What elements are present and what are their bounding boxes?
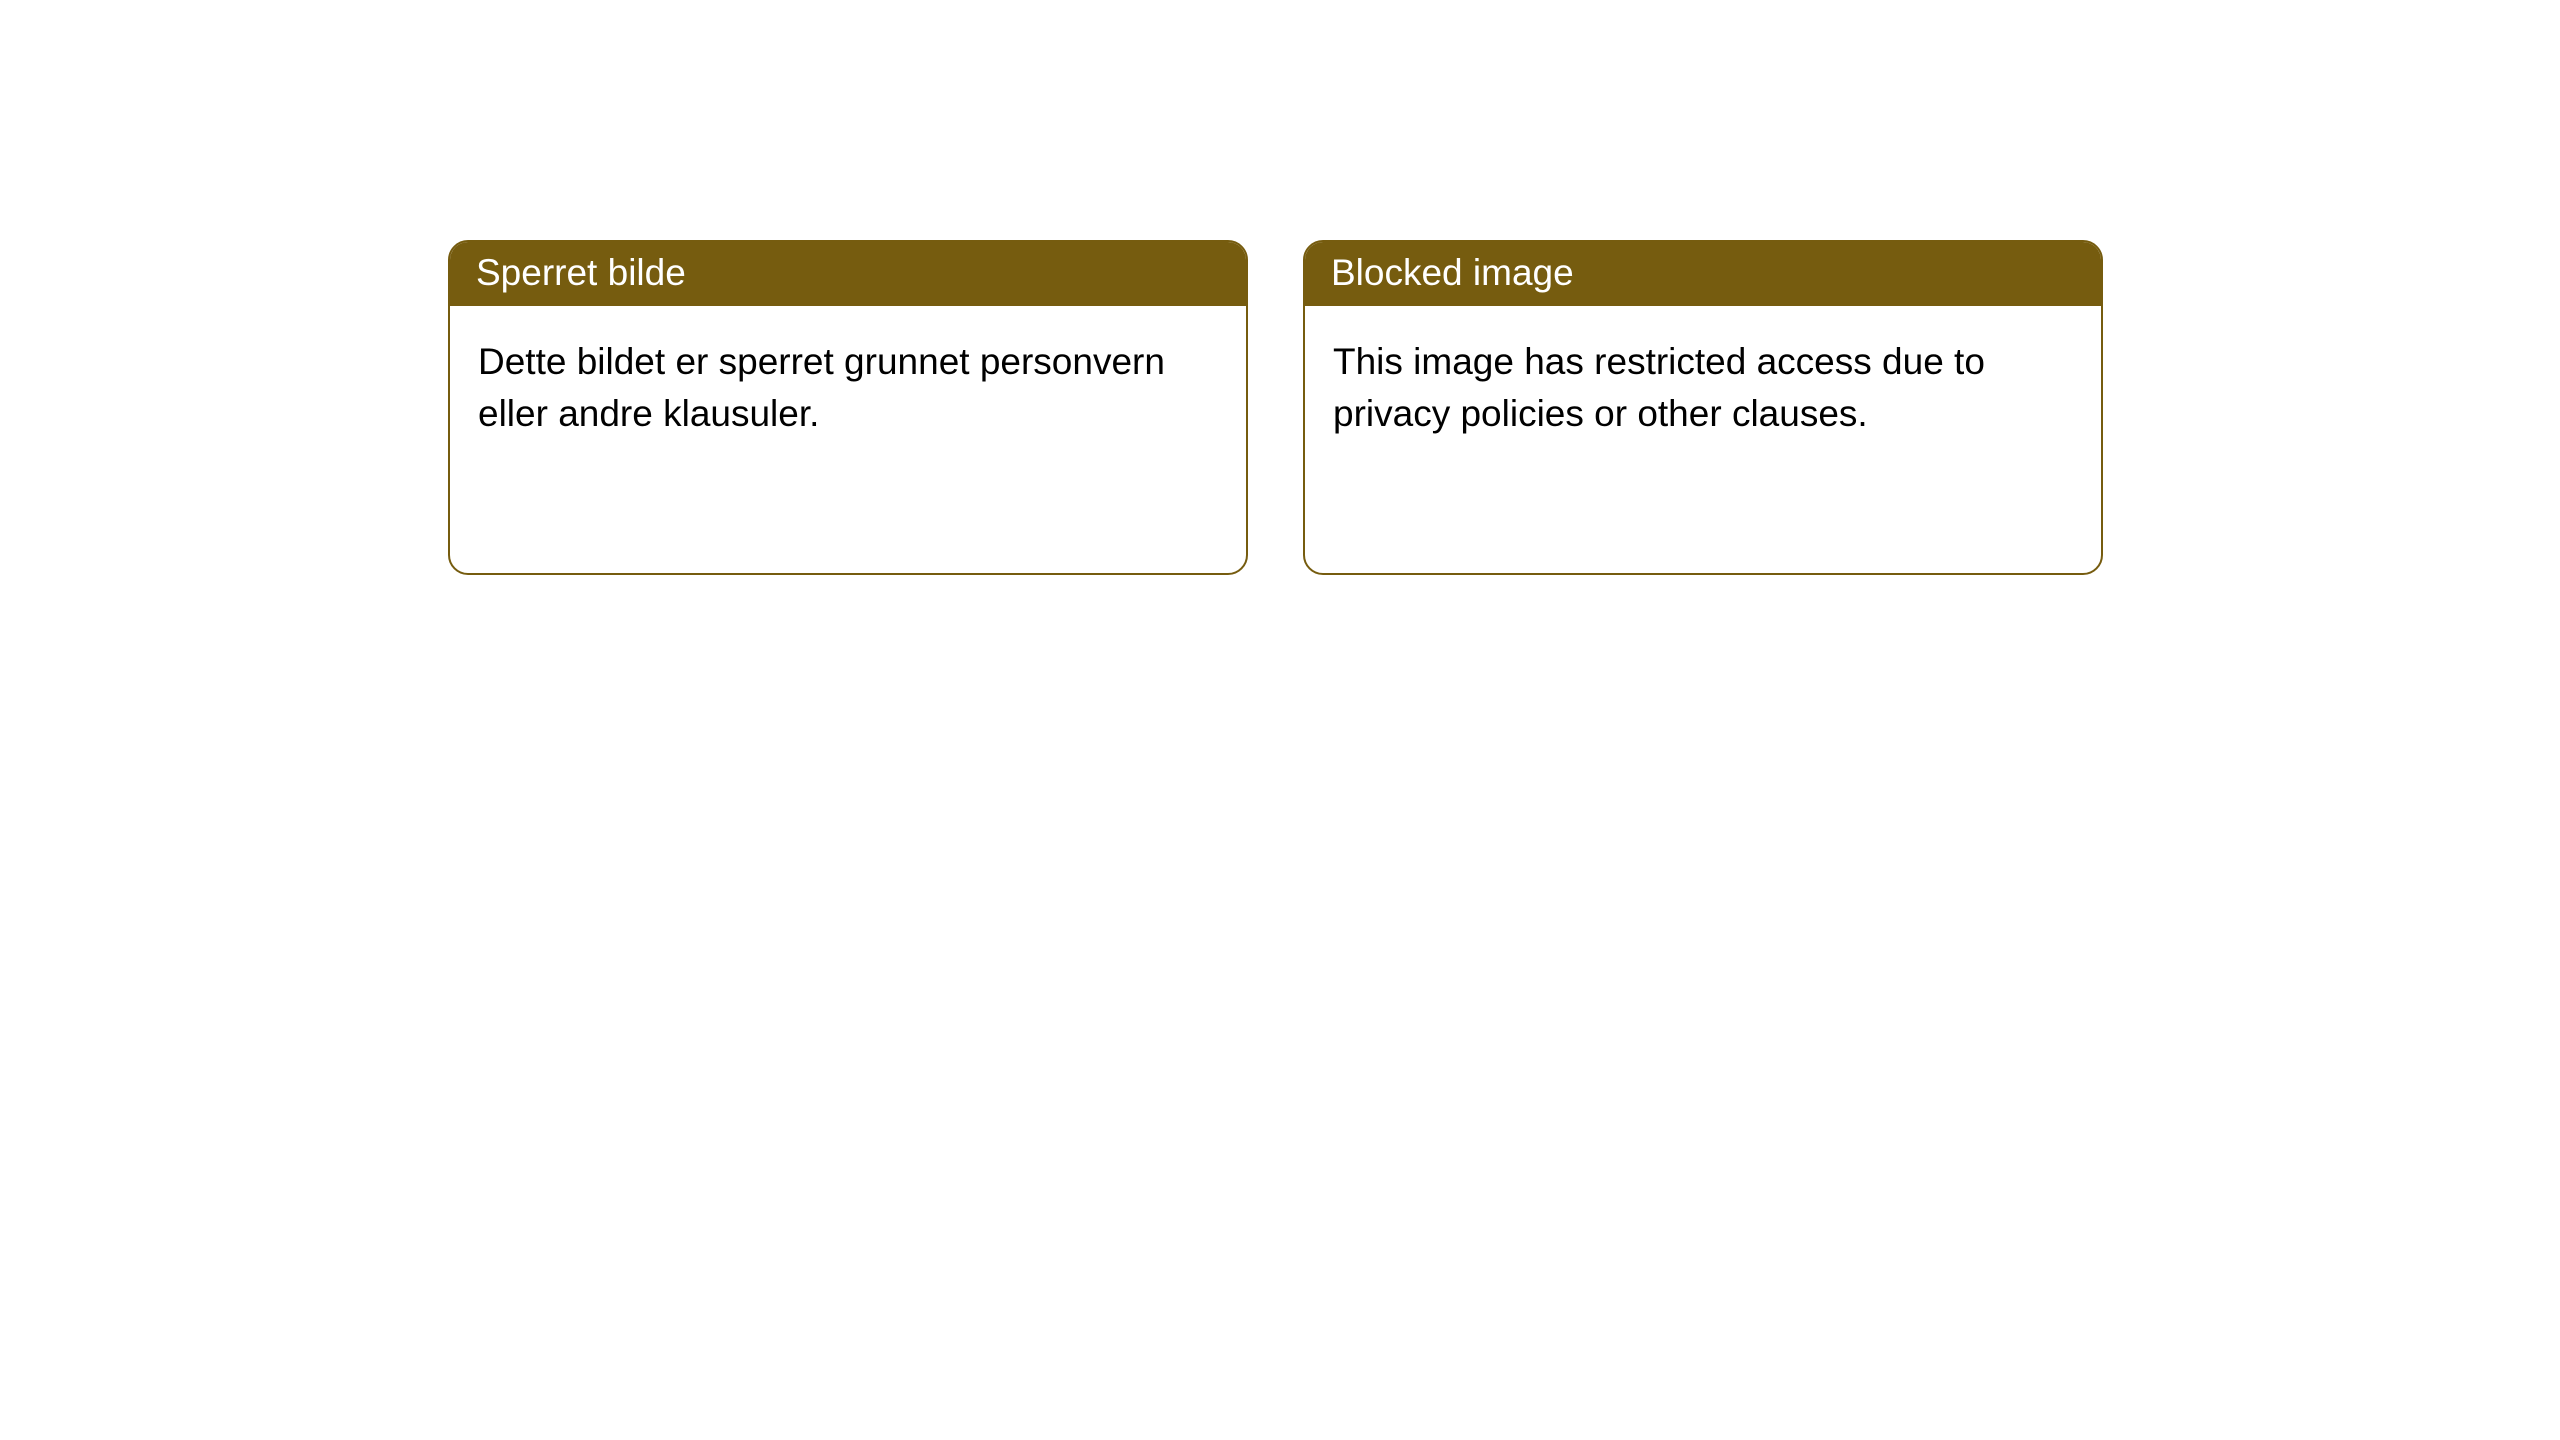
card-message-right: This image has restricted access due to …: [1333, 341, 1985, 434]
blocked-image-card-norwegian: Sperret bilde Dette bildet er sperret gr…: [448, 240, 1248, 575]
card-message-left: Dette bildet er sperret grunnet personve…: [478, 341, 1165, 434]
card-title-left: Sperret bilde: [476, 252, 686, 293]
card-title-right: Blocked image: [1331, 252, 1574, 293]
card-body-left: Dette bildet er sperret grunnet personve…: [450, 306, 1246, 470]
card-header-right: Blocked image: [1305, 242, 2101, 306]
card-body-right: This image has restricted access due to …: [1305, 306, 2101, 470]
notice-container: Sperret bilde Dette bildet er sperret gr…: [0, 0, 2560, 575]
card-header-left: Sperret bilde: [450, 242, 1246, 306]
blocked-image-card-english: Blocked image This image has restricted …: [1303, 240, 2103, 575]
